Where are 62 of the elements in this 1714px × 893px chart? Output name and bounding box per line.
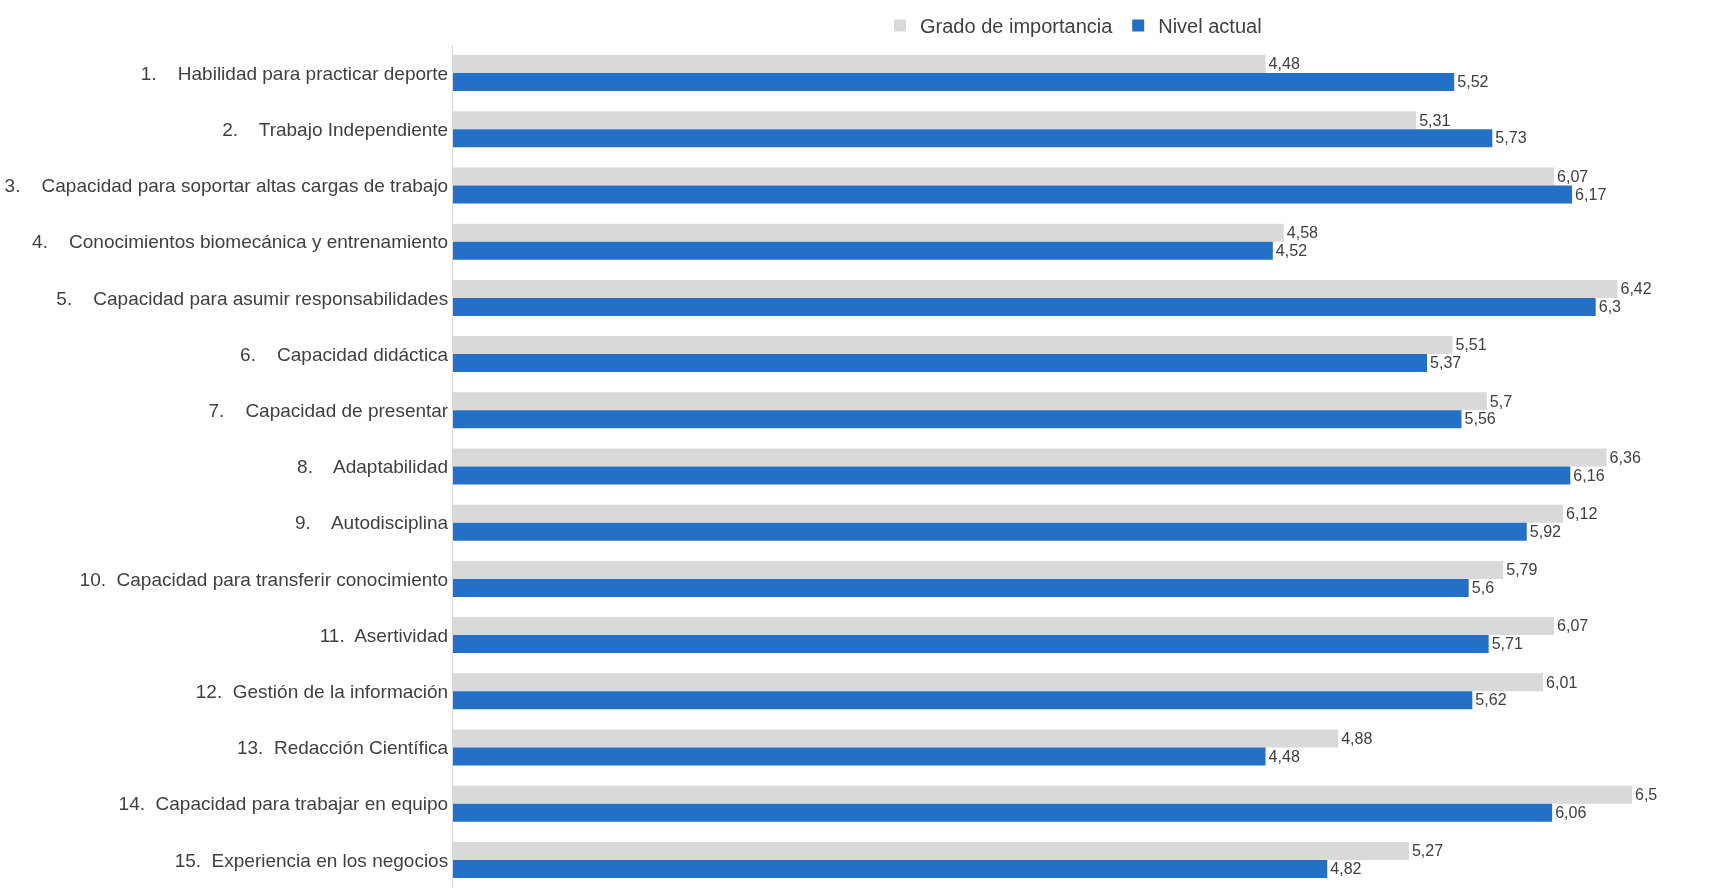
bar (453, 129, 1493, 148)
bar (453, 241, 1273, 260)
data-label: 5,27 (1411, 841, 1444, 860)
bar (453, 635, 1489, 654)
bar (453, 691, 1473, 710)
data-label: 5,37 (1430, 353, 1462, 372)
bar (453, 410, 1462, 429)
data-label: 4,88 (1341, 728, 1373, 747)
y-tick-label: 14. Capacidad para trabajar en equipo (118, 793, 449, 815)
y-tick-label: 5. Capacidad para asumir responsabilidades (56, 287, 449, 309)
data-label: 6,17 (1575, 184, 1607, 203)
data-label: 6,5 (1634, 784, 1658, 803)
data-label: 5,52 (1457, 72, 1489, 91)
legend-label: Nivel actual (1158, 15, 1262, 38)
data-label: 6,3 (1598, 297, 1622, 316)
y-tick-label: 7. Capacidad de presentar (208, 399, 449, 421)
bar (453, 522, 1527, 541)
data-label: 4,48 (1268, 54, 1300, 73)
data-label: 6,06 (1555, 802, 1587, 821)
y-tick-label: 11. Asertividad (319, 624, 449, 646)
data-label: 5,73 (1495, 128, 1527, 147)
data-label: 6,16 (1573, 465, 1605, 484)
data-label: 6,07 (1556, 166, 1589, 185)
y-tick-label: 10. Capacidad para transferir conocimiento (79, 568, 449, 590)
bar (453, 859, 1328, 878)
y-tick-label: 3. Capacidad para soportar altas cargas de trabajo (4, 175, 449, 197)
data-label: 4,48 (1268, 746, 1300, 765)
bar (453, 73, 1455, 92)
bar (453, 354, 1427, 373)
data-label: 5,51 (1455, 335, 1487, 354)
data-label: 6,07 (1556, 616, 1589, 635)
data-label: 5,71 (1491, 634, 1524, 653)
data-label: 5,56 (1464, 409, 1496, 428)
y-tick-label: 6. Capacidad didáctica (240, 343, 449, 365)
bar (453, 803, 1553, 822)
y-tick-label: 9. Autodisciplina (295, 512, 449, 534)
data-label: 5,92 (1529, 521, 1562, 540)
data-label: 4,58 (1286, 222, 1319, 241)
data-label: 6,36 (1609, 447, 1641, 466)
y-tick-label: 15. Experiencia en los negocios (174, 849, 449, 871)
y-tick-label: 2. Trabajo Independiente (222, 118, 449, 140)
y-tick-label: 4. Conocimientos biomecánica y entrenamiento (32, 231, 449, 253)
bar (453, 747, 1266, 766)
data-label: 5,7 (1489, 391, 1513, 410)
data-label: 6,12 (1566, 503, 1598, 522)
bar (453, 297, 1596, 316)
bar (453, 466, 1571, 485)
y-tick-label: 12. Gestión de la información (195, 680, 449, 702)
legend-label: Grado de importancia (920, 15, 1114, 38)
data-label: 5,6 (1471, 578, 1495, 597)
y-tick-label: 13. Redacción Científica (236, 737, 449, 759)
data-label: 5,62 (1475, 690, 1507, 709)
data-label: 5,31 (1419, 110, 1451, 129)
data-label: 4,82 (1330, 859, 1362, 878)
bar (453, 578, 1469, 597)
y-tick-label: 1. Habilidad para practicar deporte (140, 62, 449, 84)
data-label: 6,42 (1620, 279, 1652, 298)
data-label: 4,52 (1275, 240, 1308, 259)
data-label: 6,01 (1546, 672, 1578, 691)
bar (453, 185, 1573, 204)
data-label: 5,79 (1506, 560, 1538, 579)
y-tick-label: 8. Adaptabilidad (297, 456, 449, 478)
